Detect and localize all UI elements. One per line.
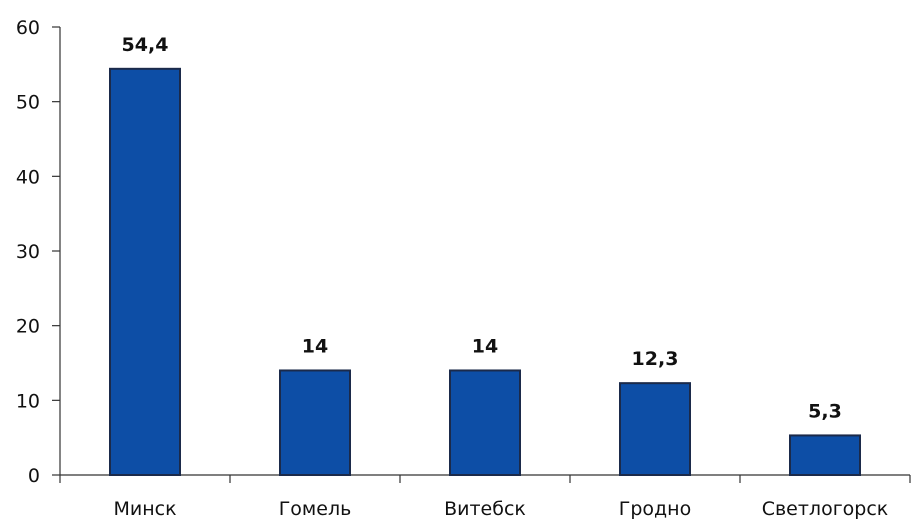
bar: [789, 434, 861, 476]
data-labels: 54,4 14 14 12,3 5,3: [122, 34, 842, 423]
data-label: 5,3: [808, 400, 842, 422]
bar: [279, 369, 351, 477]
y-tick-label: 0: [28, 465, 40, 487]
data-label: 14: [302, 335, 328, 357]
x-tick-label: Светлогорск: [762, 498, 889, 520]
data-label: 54,4: [122, 34, 169, 56]
x-tick-label: Минск: [113, 498, 176, 520]
y-tick-label: 10: [16, 390, 40, 412]
bar: [109, 67, 181, 477]
y-tick-label: 40: [16, 166, 40, 188]
data-label: 14: [472, 335, 498, 357]
x-tick-label: Гомель: [279, 498, 352, 520]
y-tick-label: 50: [16, 92, 40, 114]
bars: [109, 67, 861, 477]
bar: [619, 382, 691, 476]
bar: [449, 369, 521, 477]
data-label: 12,3: [632, 348, 679, 370]
y-axis: 0 10 20 30 40 50 60: [16, 17, 61, 487]
x-axis: Минск Гомель Витебск Гродно Светлогорск: [59, 474, 911, 520]
y-tick-label: 30: [16, 241, 40, 263]
x-tick-label: Гродно: [619, 498, 691, 520]
y-tick-label: 60: [16, 17, 40, 39]
y-tick-label: 20: [16, 316, 40, 338]
x-tick-label: Витебск: [444, 498, 526, 520]
